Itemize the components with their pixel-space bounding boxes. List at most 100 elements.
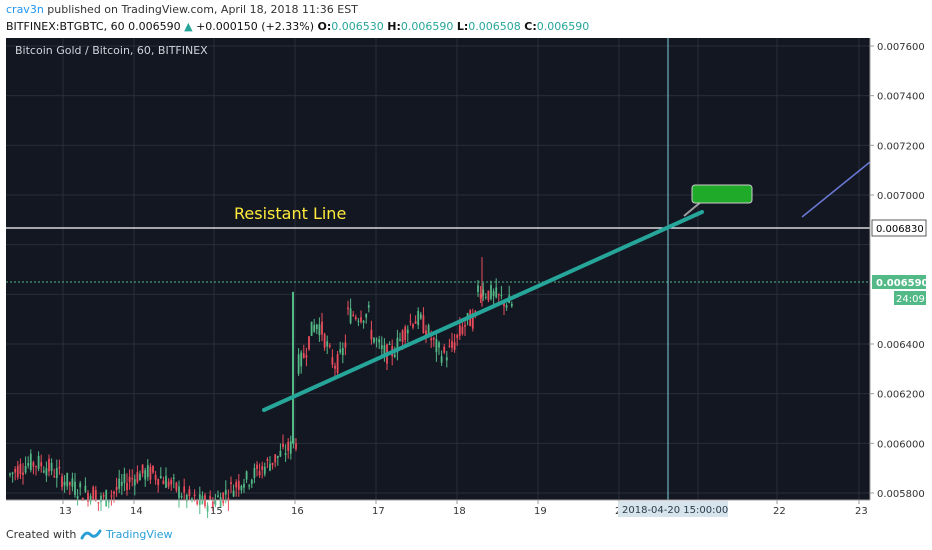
projection-line[interactable] — [801, 161, 871, 218]
candle-body — [193, 494, 196, 497]
price-tick-label: 0.007200 — [877, 141, 925, 152]
high-value: 0.006590 — [400, 20, 454, 33]
candle-body — [118, 478, 121, 489]
candle-body — [81, 498, 84, 501]
candle-body — [500, 295, 503, 297]
candle-body — [115, 486, 118, 491]
candle-body — [282, 443, 284, 448]
chart-grid — [6, 38, 870, 500]
candle-body — [94, 489, 97, 501]
candle-body — [425, 330, 427, 337]
candle-body — [102, 495, 105, 497]
candle-body — [139, 473, 141, 481]
candle-body — [448, 345, 451, 347]
close-value: 0.006590 — [536, 20, 590, 33]
tradingview-brand[interactable]: TradingView — [106, 528, 173, 541]
candle-body — [256, 464, 258, 469]
candle-body — [362, 320, 365, 323]
candle-body — [347, 307, 349, 310]
price-tick-label: 0.007400 — [877, 92, 925, 103]
candle-body — [172, 477, 175, 479]
price-change: +0.000150 (+2.33%) — [196, 20, 315, 33]
candle-body — [321, 321, 323, 335]
candle-body — [310, 321, 313, 336]
candle-body — [214, 499, 217, 506]
candle-body — [149, 466, 152, 480]
candle-body — [401, 330, 404, 342]
candle-body — [63, 481, 66, 486]
candle-body — [74, 481, 76, 496]
resistance-price-label: 0.006830 — [876, 224, 924, 235]
tradingview-logo-icon[interactable] — [80, 526, 102, 542]
low-value: 0.006508 — [468, 20, 521, 33]
price-tick-label: 0.006000 — [877, 439, 925, 450]
candle-body — [497, 294, 500, 296]
price-chart[interactable]: Bitcoin Gold / Bitcoin, 60, BITFINEX Res… — [6, 38, 932, 522]
candle-body — [367, 305, 370, 308]
candle-body — [180, 495, 183, 498]
candle-body — [435, 339, 438, 353]
callout-box[interactable] — [691, 184, 753, 204]
chart-area[interactable]: Bitcoin Gold / Bitcoin, 60, BITFINEX Res… — [6, 38, 932, 522]
candle-body — [305, 355, 308, 358]
candle-body — [471, 313, 474, 329]
candle-body — [105, 490, 108, 507]
candle-body — [227, 497, 230, 502]
resistant-line-annotation[interactable]: Resistant Line — [234, 204, 346, 223]
candle-body — [271, 462, 274, 466]
candle-body — [131, 478, 134, 480]
candle-body — [14, 469, 17, 473]
candle-body — [50, 462, 53, 471]
candle-body — [35, 466, 37, 468]
candle-body — [235, 482, 238, 488]
candle-body — [451, 340, 453, 348]
chart-pane[interactable] — [6, 38, 870, 500]
created-with-text: Created with — [6, 528, 77, 541]
date-tick-label: 17 — [372, 506, 385, 517]
candle-body — [204, 495, 206, 506]
candle-body — [492, 291, 495, 297]
candle-body — [237, 480, 240, 490]
candle-body — [92, 487, 95, 501]
candle-body — [313, 324, 316, 332]
candle-body — [352, 314, 355, 316]
candle-body — [245, 471, 248, 480]
candle-body — [141, 464, 144, 474]
candle-body — [373, 337, 375, 343]
author-link[interactable]: crav3n — [6, 3, 44, 16]
close-label: C: — [524, 20, 537, 33]
candle-body — [417, 310, 420, 326]
candle-body — [461, 326, 464, 334]
candle-body — [128, 476, 131, 482]
candle-body — [388, 343, 391, 345]
time-axis[interactable]: 1314151617181922223 2018-04-20 15:00:00 — [6, 499, 870, 517]
candle-body — [243, 483, 245, 488]
last-price: 0.006590 — [128, 20, 181, 33]
candle-body — [66, 472, 69, 487]
candle-body — [58, 467, 61, 469]
candle-body — [445, 357, 448, 361]
candle-body — [279, 450, 282, 457]
price-axis[interactable]: 0.007600 0.007400 0.007200 0.007000 0.006400… — [869, 38, 929, 500]
candle-body — [183, 486, 186, 493]
candle-body — [136, 472, 139, 483]
candle-body — [253, 468, 256, 479]
date-tick-label: 23 — [855, 506, 868, 517]
candle-body — [71, 478, 74, 487]
candle-body — [510, 303, 513, 307]
candle-body — [375, 339, 378, 341]
candle-body — [370, 329, 373, 340]
candle-body — [453, 342, 456, 350]
candle-body — [360, 317, 362, 323]
candle-body — [209, 495, 212, 500]
candle-body — [120, 481, 123, 486]
candle-body — [284, 453, 287, 456]
price-tick-label: 0.005800 — [877, 489, 925, 500]
candle-body — [113, 491, 115, 494]
countdown-box — [894, 291, 926, 305]
ascending-trendline[interactable] — [262, 210, 704, 412]
crosshair-date-label: 2018-04-20 15:00:00 — [622, 505, 728, 516]
candle-body — [339, 349, 342, 353]
candle-body — [287, 441, 290, 451]
symbol-label: BITFINEX:BTGBTC, 60 — [6, 20, 125, 33]
